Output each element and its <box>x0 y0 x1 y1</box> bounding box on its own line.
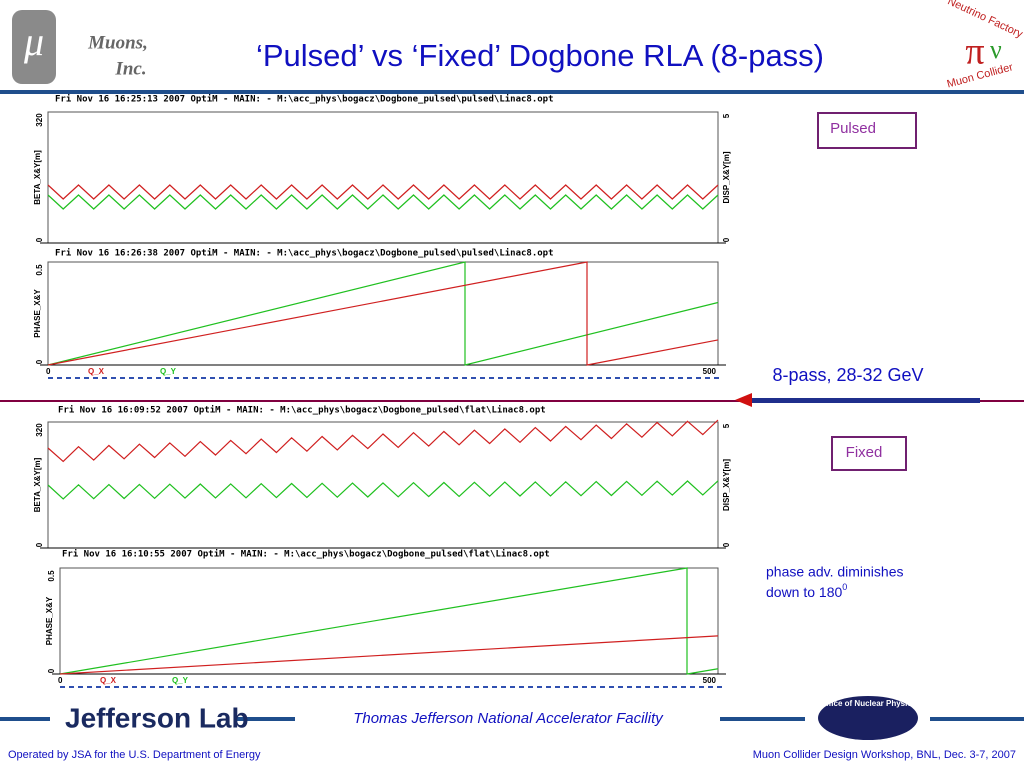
y2-label: DISP_X&Y[m] <box>722 459 731 511</box>
y-tick-label: 320 <box>35 423 44 437</box>
curve <box>59 567 719 675</box>
y-label: PHASE_X&Y <box>33 289 42 338</box>
logo-nu: ν <box>990 35 1002 64</box>
panel-header: Fri Nov 16 16:26:38 2007 OptiM - MAIN: -… <box>55 248 554 259</box>
pass-label: 8-pass, 28-32 GeV <box>772 365 923 385</box>
curve <box>47 419 719 463</box>
pulsed-label: Pulsed <box>830 120 876 137</box>
y-tick-label: 0 <box>35 359 44 364</box>
top-rule <box>0 90 1024 94</box>
curve <box>47 261 719 366</box>
curve <box>59 635 719 675</box>
y2-tick-label: 5 <box>722 113 731 118</box>
y2-tick-label: 0 <box>722 542 731 547</box>
y2-tick-label: 0 <box>722 237 731 242</box>
footer-left: Operated by JSA for the U.S. Department … <box>8 749 261 761</box>
mid-rule <box>0 400 1024 402</box>
panel-header: Fri Nov 16 16:09:52 2007 OptiM - MAIN: -… <box>58 405 546 416</box>
legend-entry: Q_X <box>100 676 117 685</box>
note-text: down to 180 <box>766 584 842 600</box>
curve <box>47 194 719 210</box>
x-tick-label: 500 <box>703 367 717 376</box>
legend-entry: Q_Y <box>160 367 177 376</box>
note: down to 1800 <box>766 582 847 599</box>
logo-pi: π <box>965 31 984 73</box>
arrow-head <box>735 393 752 407</box>
y-label: BETA_X&Y[m] <box>33 150 42 205</box>
y-label: PHASE_X&Y <box>45 596 54 645</box>
plot-frame <box>47 421 719 549</box>
company: Inc. <box>114 58 146 79</box>
muon-logo <box>12 10 56 84</box>
company: Muons, <box>87 32 148 53</box>
footer-rule <box>930 717 1024 721</box>
title: ‘Pulsed’ vs ‘Fixed’ Dogbone RLA (8-pass) <box>256 38 824 73</box>
y-tick-label: 0 <box>35 542 44 547</box>
y-tick-label: 0 <box>35 237 44 242</box>
note: phase adv. diminishes <box>766 564 903 580</box>
plot-frame <box>47 111 719 244</box>
note-sup: 0 <box>842 582 847 592</box>
plot-frame <box>47 261 719 366</box>
curve <box>47 261 719 366</box>
footer-right: Muon Collider Design Workshop, BNL, Dec.… <box>753 749 1016 761</box>
logo-text: Neutrino Factory <box>946 0 1024 41</box>
jlab-logo: Jefferson Lab <box>65 702 249 733</box>
pulsed-box <box>817 112 917 149</box>
nuclear-logo <box>818 696 918 740</box>
y-label: BETA_X&Y[m] <box>33 457 42 512</box>
footer-rule <box>235 717 295 721</box>
logo-mu: μ <box>23 19 44 64</box>
y-tick-label: 320 <box>35 113 44 127</box>
y-tick-label: 0.5 <box>47 570 56 582</box>
x-tick-label: 500 <box>703 676 717 685</box>
panel-header: Fri Nov 16 16:10:55 2007 OptiM - MAIN: -… <box>62 549 550 560</box>
panel-header: Fri Nov 16 16:25:13 2007 OptiM - MAIN: -… <box>55 94 554 105</box>
fixed-box <box>831 436 907 471</box>
facility: Thomas Jefferson National Accelerator Fa… <box>353 710 664 727</box>
x-tick-label: 0 <box>46 367 51 376</box>
y2-label: DISP_X&Y[m] <box>722 151 731 203</box>
legend-entry: Q_X <box>88 367 105 376</box>
footer-rule <box>0 717 50 721</box>
nuclear-text: Office of Nuclear Physics <box>820 699 917 708</box>
fixed-label: Fixed <box>846 444 883 461</box>
arrow <box>745 398 980 403</box>
legend-entry: Q_Y <box>172 676 189 685</box>
plot-frame <box>59 567 719 675</box>
curve <box>47 480 719 500</box>
y2-tick-label: 5 <box>722 423 731 428</box>
y-tick-label: 0.5 <box>35 264 44 276</box>
curve <box>47 184 719 200</box>
x-tick-label: 0 <box>58 676 63 685</box>
y-tick-label: 0 <box>47 668 56 673</box>
footer-rule <box>720 717 805 721</box>
